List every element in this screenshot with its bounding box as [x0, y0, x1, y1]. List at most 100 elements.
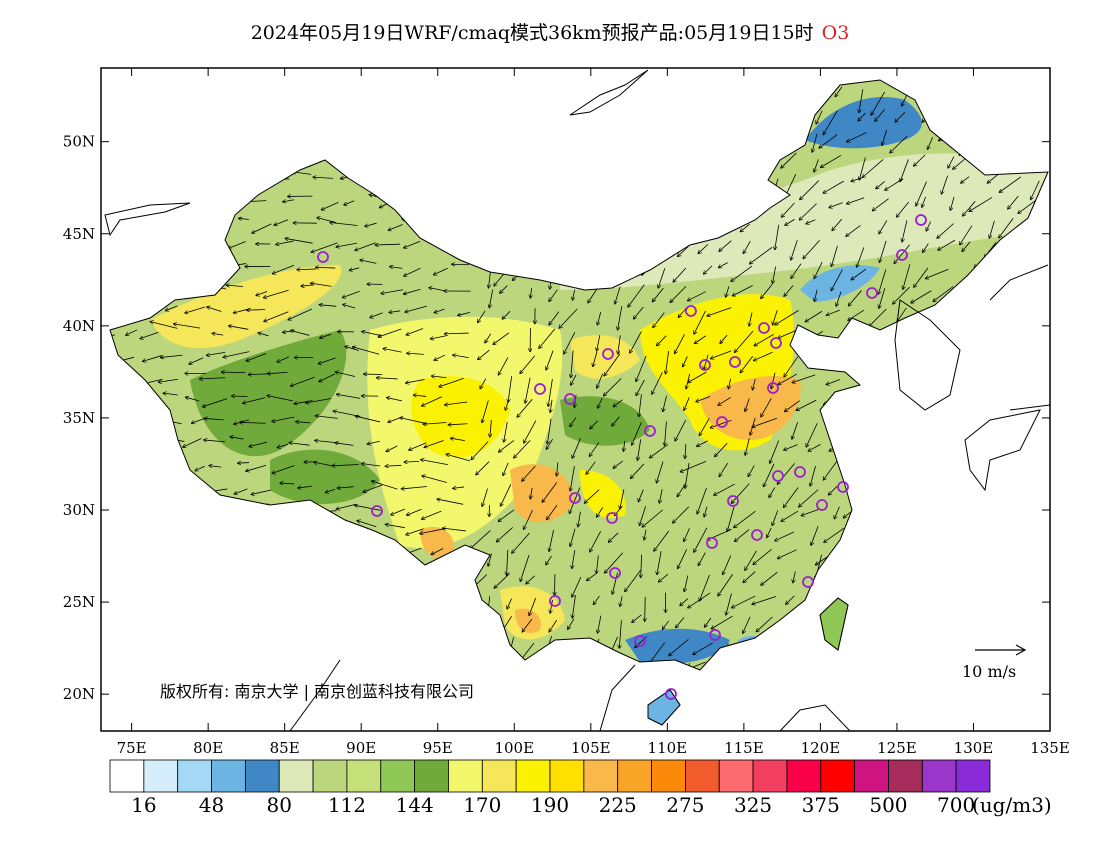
- wind-vector: [550, 599, 553, 613]
- wind-vector: [718, 573, 733, 596]
- wind-vector: [922, 196, 926, 207]
- wind-vector: [432, 376, 447, 378]
- wind-vector: [280, 483, 295, 484]
- lon-tick-label: 85E: [270, 739, 300, 757]
- wind-vector: [734, 510, 756, 527]
- wind-vector: [478, 310, 486, 323]
- city-marker: [772, 470, 784, 482]
- wind-vector: [163, 393, 178, 395]
- wind-vector: [547, 418, 552, 445]
- wind-vector: [642, 509, 664, 527]
- wind-vector: [732, 595, 756, 608]
- city-markers: [317, 214, 927, 700]
- lon-tick-label: 125E: [877, 739, 917, 757]
- wind-vector: [514, 440, 531, 457]
- wind-vector: [370, 312, 383, 318]
- wind-vector: [859, 89, 864, 112]
- wind-vector: [507, 549, 508, 575]
- colorbar-swatch: [414, 759, 449, 793]
- lat-tick-label: 35N: [63, 409, 95, 427]
- wind-vector: [811, 526, 819, 545]
- wind-vector: [761, 571, 778, 585]
- wind-vector: [549, 311, 560, 325]
- city-marker: [709, 629, 721, 641]
- wind-vector: [597, 507, 604, 517]
- wind-vector: [320, 333, 332, 338]
- wind-vector: [569, 487, 581, 514]
- wind-vector: [297, 269, 317, 270]
- wind-vector: [234, 488, 248, 494]
- wind-vector: [812, 133, 818, 152]
- wind-vector: [662, 620, 670, 629]
- wind-vector: [885, 178, 904, 191]
- city-marker: [727, 495, 739, 507]
- wind-vector: [406, 328, 424, 335]
- wind-vector: [698, 552, 706, 566]
- wind-vector: [834, 506, 840, 519]
- wind-vector: [950, 196, 955, 210]
- wind-vector: [784, 356, 799, 377]
- colorbar-swatch: [921, 759, 957, 793]
- wind-vector: [221, 372, 246, 373]
- wind-vector: [230, 437, 244, 440]
- colorbar-swatch: [617, 759, 652, 793]
- city-marker: [665, 688, 677, 700]
- wind-vector: [355, 242, 376, 251]
- wind-vector: [801, 508, 820, 515]
- wind-vector: [778, 330, 796, 339]
- wind-vector: [404, 267, 421, 276]
- wind-vector: [636, 379, 645, 396]
- wind-vector: [640, 506, 647, 525]
- wind-vector: [857, 247, 865, 267]
- wind-vector: [404, 240, 421, 248]
- wind-vector: [806, 219, 816, 224]
- wind-vector: [810, 465, 816, 486]
- wind-vector: [604, 378, 622, 395]
- wind-vector: [546, 438, 553, 449]
- wind-vector: [775, 531, 794, 541]
- wind-vector: [638, 489, 644, 502]
- wind-vector: [784, 285, 794, 297]
- wind-vector: [381, 289, 404, 294]
- wind-vector: [389, 311, 401, 313]
- wind-vector: [529, 597, 537, 615]
- wind-vector: [504, 421, 508, 442]
- wind-vector: [948, 156, 955, 168]
- wind-vector: [680, 460, 707, 472]
- wind-vector: [325, 488, 335, 492]
- wind-vector: [570, 417, 577, 426]
- wind-vector: [752, 596, 777, 604]
- wind-vector: [619, 620, 622, 648]
- wind-vector: [652, 287, 664, 302]
- wind-vector: [434, 354, 446, 360]
- wind-vector: [678, 549, 688, 568]
- lat-tick-label: 40N: [63, 317, 95, 335]
- wind-vector: [388, 224, 403, 231]
- colorbar-label: 112: [328, 793, 366, 817]
- wind-vector: [452, 264, 470, 265]
- wind-vector: [431, 548, 444, 554]
- wind-vector: [386, 445, 398, 452]
- wind-vector: [620, 596, 622, 606]
- wind-vector: [916, 181, 927, 206]
- lon-tick-label: 90E: [346, 739, 376, 757]
- wind-vector: [753, 378, 756, 390]
- wind-vector: [637, 439, 642, 460]
- wind-vector: [357, 521, 377, 528]
- wind-vector: [969, 197, 993, 211]
- wind-vector: [914, 154, 926, 166]
- wind-vector: [313, 177, 333, 178]
- wind-vector: [923, 243, 929, 253]
- colorbar-swatch: [718, 759, 754, 793]
- wind-vector: [960, 225, 973, 245]
- wind-vector: [634, 306, 644, 319]
- wind-vector: [158, 378, 178, 382]
- wind-vector: [754, 351, 773, 360]
- colorbar-label: 170: [463, 793, 501, 817]
- colorbar-label: 144: [396, 793, 434, 817]
- wind-vector: [696, 396, 711, 401]
- lat-tick-label: 20N: [63, 685, 95, 703]
- wind-vector: [1031, 180, 1040, 200]
- city-marker: [317, 251, 329, 263]
